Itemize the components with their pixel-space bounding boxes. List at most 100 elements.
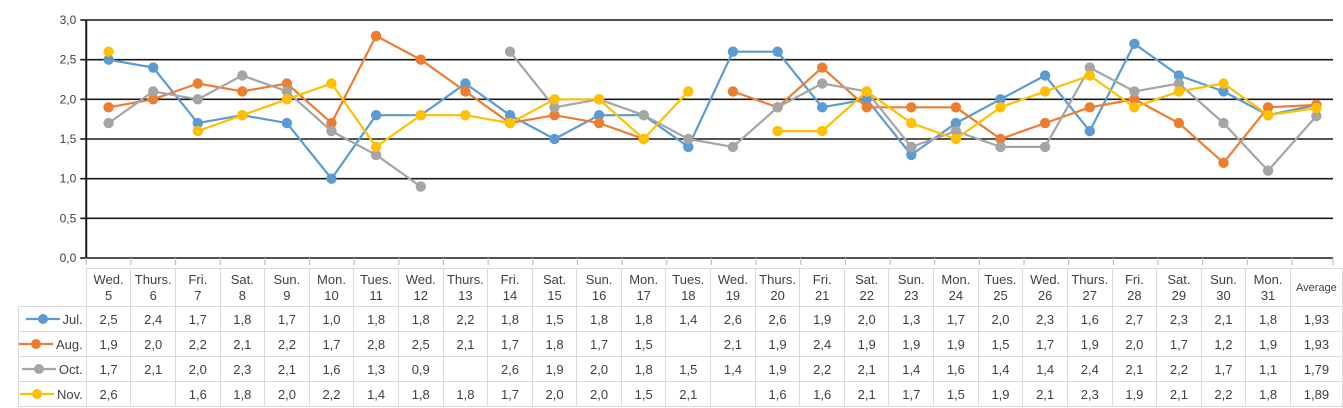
cell-aug-18[interactable] [665, 331, 712, 357]
legend-cell-jul[interactable]: Jul. [18, 306, 87, 332]
cell-oct-5[interactable]: 1,7 [85, 356, 132, 382]
cell-jul-26[interactable]: 2,3 [1022, 306, 1068, 332]
cell-oct-15[interactable]: 1,9 [531, 356, 578, 382]
cell-aug-28[interactable]: 2,0 [1111, 331, 1158, 357]
cell-oct-8[interactable]: 2,3 [219, 356, 266, 382]
cell-oct-10[interactable]: 1,6 [308, 356, 355, 382]
cell-oct-31[interactable]: 1,1 [1245, 356, 1291, 382]
cell-aug-16[interactable]: 1,7 [576, 331, 622, 357]
cell-jul-15[interactable]: 1,5 [531, 306, 578, 332]
cell-aug-7[interactable]: 2,2 [175, 331, 221, 357]
cell-oct-27[interactable]: 2,4 [1066, 356, 1113, 382]
cell-nov-29[interactable]: 2,1 [1156, 381, 1202, 407]
cell-oct-17[interactable]: 1,8 [620, 356, 667, 382]
cell-jul-average[interactable]: 1,93 [1289, 306, 1343, 332]
cell-aug-8[interactable]: 2,1 [219, 331, 266, 357]
cell-jul-31[interactable]: 1,8 [1245, 306, 1291, 332]
cell-aug-14[interactable]: 1,7 [487, 331, 533, 357]
legend-cell-oct[interactable]: Oct. [18, 356, 87, 382]
cell-nov-16[interactable]: 2,0 [576, 381, 622, 407]
column-header-sat-15[interactable]: Sat. 15 [531, 268, 578, 307]
cell-jul-11[interactable]: 1,8 [353, 306, 399, 332]
cell-jul-8[interactable]: 1,8 [219, 306, 266, 332]
cell-nov-26[interactable]: 2,1 [1022, 381, 1068, 407]
cell-jul-16[interactable]: 1,8 [576, 306, 622, 332]
cell-nov-10[interactable]: 2,2 [308, 381, 355, 407]
cell-jul-12[interactable]: 1,8 [397, 306, 444, 332]
column-header-sat-29[interactable]: Sat. 29 [1156, 268, 1202, 307]
column-header-thurs-6[interactable]: Thurs. 6 [130, 268, 177, 307]
cell-oct-7[interactable]: 2,0 [175, 356, 221, 382]
column-header-tues-11[interactable]: Tues. 11 [353, 268, 399, 307]
cell-jul-6[interactable]: 2,4 [130, 306, 177, 332]
line-chart-plot-area[interactable]: 0,0 0,5 1,0 1,5 2,0 2,5 3,0 [0, 0, 1343, 268]
column-header-fri-14[interactable]: Fri. 14 [487, 268, 533, 307]
cell-oct-18[interactable]: 1,5 [665, 356, 712, 382]
cell-jul-24[interactable]: 1,7 [933, 306, 979, 332]
cell-oct-20[interactable]: 1,9 [754, 356, 801, 382]
cell-aug-19[interactable]: 2,1 [710, 331, 756, 357]
cell-jul-30[interactable]: 2,1 [1200, 306, 1247, 332]
column-header-fri-7[interactable]: Fri. 7 [175, 268, 221, 307]
cell-jul-20[interactable]: 2,6 [754, 306, 801, 332]
cell-nov-24[interactable]: 1,5 [933, 381, 979, 407]
column-header-wed-19[interactable]: Wed. 19 [710, 268, 756, 307]
cell-aug-20[interactable]: 1,9 [754, 331, 801, 357]
cell-aug-25[interactable]: 1,5 [977, 331, 1024, 357]
cell-nov-17[interactable]: 1,5 [620, 381, 667, 407]
cell-nov-20[interactable]: 1,6 [754, 381, 801, 407]
cell-oct-9[interactable]: 2,1 [264, 356, 310, 382]
cell-nov-28[interactable]: 1,9 [1111, 381, 1158, 407]
cell-jul-19[interactable]: 2,6 [710, 306, 756, 332]
column-header-sun-9[interactable]: Sun. 9 [264, 268, 310, 307]
cell-nov-12[interactable]: 1,8 [397, 381, 444, 407]
cell-nov-9[interactable]: 2,0 [264, 381, 310, 407]
cell-aug-9[interactable]: 2,2 [264, 331, 310, 357]
cell-aug-30[interactable]: 1,2 [1200, 331, 1247, 357]
cell-aug-21[interactable]: 2,4 [799, 331, 845, 357]
cell-oct-11[interactable]: 1,3 [353, 356, 399, 382]
cell-aug-24[interactable]: 1,9 [933, 331, 979, 357]
cell-aug-6[interactable]: 2,0 [130, 331, 177, 357]
cell-jul-5[interactable]: 2,5 [85, 306, 132, 332]
column-header-sat-8[interactable]: Sat. 8 [219, 268, 266, 307]
cell-aug-23[interactable]: 1,9 [888, 331, 935, 357]
cell-nov-22[interactable]: 2,1 [843, 381, 890, 407]
cell-aug-13[interactable]: 2,1 [442, 331, 489, 357]
cell-oct-22[interactable]: 2,1 [843, 356, 890, 382]
cell-nov-13[interactable]: 1,8 [442, 381, 489, 407]
cell-oct-25[interactable]: 1,4 [977, 356, 1024, 382]
cell-jul-9[interactable]: 1,7 [264, 306, 310, 332]
cell-jul-13[interactable]: 2,2 [442, 306, 489, 332]
cell-jul-18[interactable]: 1,4 [665, 306, 712, 332]
cell-nov-27[interactable]: 2,3 [1066, 381, 1113, 407]
column-header-tues-25[interactable]: Tues. 25 [977, 268, 1024, 307]
cell-oct-16[interactable]: 2,0 [576, 356, 622, 382]
cell-nov-18[interactable]: 2,1 [665, 381, 712, 407]
column-header-sun-23[interactable]: Sun. 23 [888, 268, 935, 307]
cell-jul-25[interactable]: 2,0 [977, 306, 1024, 332]
cell-oct-12[interactable]: 0,9 [397, 356, 444, 382]
cell-oct-19[interactable]: 1,4 [710, 356, 756, 382]
cell-aug-10[interactable]: 1,7 [308, 331, 355, 357]
column-header-thurs-13[interactable]: Thurs. 13 [442, 268, 489, 307]
cell-nov-30[interactable]: 2,2 [1200, 381, 1247, 407]
column-header-fri-28[interactable]: Fri. 28 [1111, 268, 1158, 307]
column-header-mon-31[interactable]: Mon. 31 [1245, 268, 1291, 307]
column-header-fri-21[interactable]: Fri. 21 [799, 268, 845, 307]
cell-oct-13[interactable] [442, 356, 489, 382]
cell-jul-7[interactable]: 1,7 [175, 306, 221, 332]
column-header-mon-24[interactable]: Mon. 24 [933, 268, 979, 307]
cell-nov-5[interactable]: 2,6 [85, 381, 132, 407]
cell-jul-14[interactable]: 1,8 [487, 306, 533, 332]
cell-jul-21[interactable]: 1,9 [799, 306, 845, 332]
column-header-mon-10[interactable]: Mon. 10 [308, 268, 355, 307]
cell-nov-21[interactable]: 1,6 [799, 381, 845, 407]
cell-oct-average[interactable]: 1,79 [1289, 356, 1343, 382]
column-header-sun-30[interactable]: Sun. 30 [1200, 268, 1247, 307]
average-column-header[interactable]: Average [1289, 268, 1343, 307]
cell-oct-28[interactable]: 2,1 [1111, 356, 1158, 382]
cell-aug-27[interactable]: 1,9 [1066, 331, 1113, 357]
cell-oct-21[interactable]: 2,2 [799, 356, 845, 382]
cell-aug-31[interactable]: 1,9 [1245, 331, 1291, 357]
